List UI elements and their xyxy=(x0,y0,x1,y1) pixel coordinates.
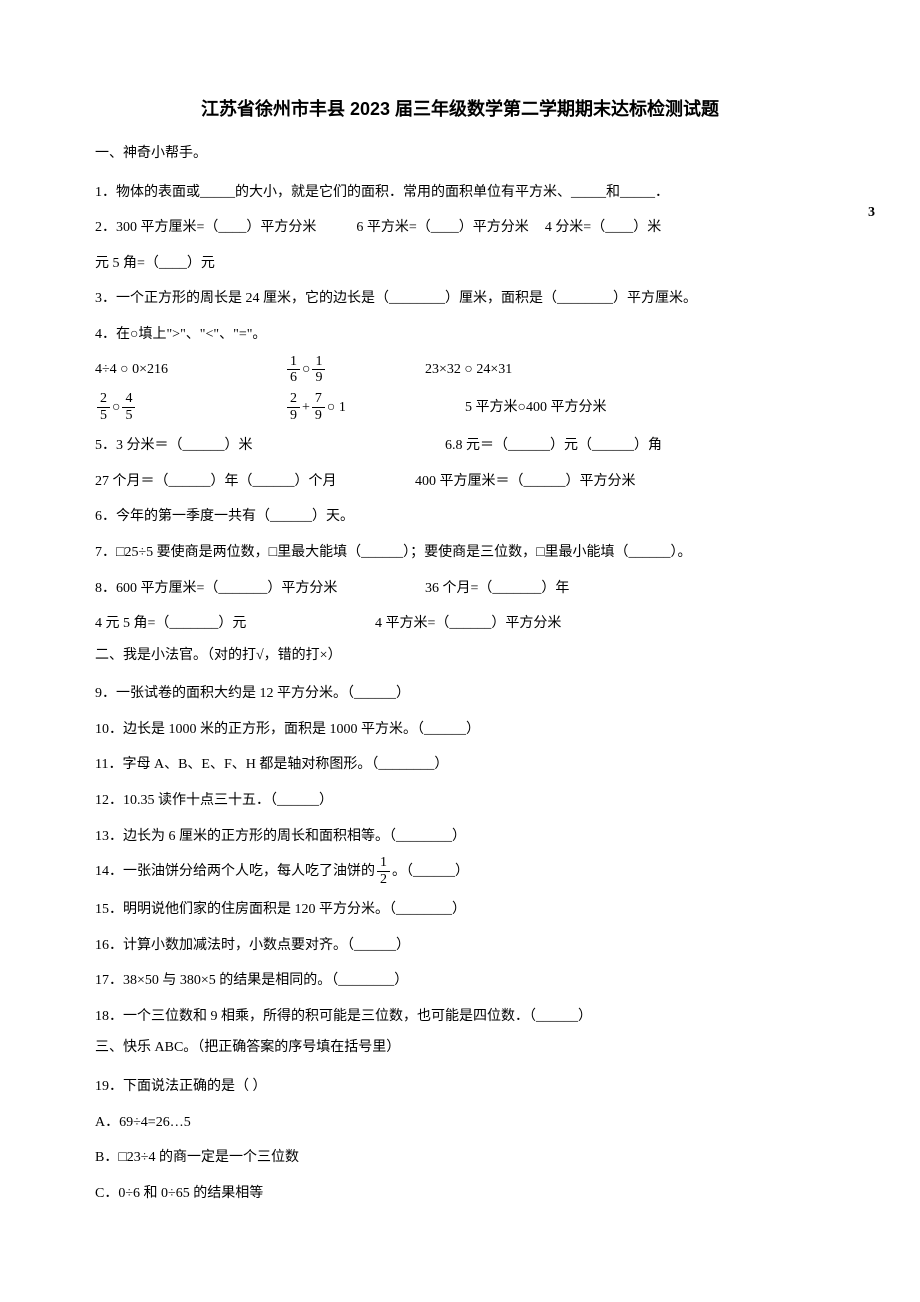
q14-end: 。（______） xyxy=(392,861,469,882)
q4-row1: 4÷4 ○ 0×216 16 ○ 19 23×32 ○ 24×31 xyxy=(95,354,825,386)
q19a: A．69÷4=26…5 xyxy=(95,1106,825,1140)
q2a: 2．300 平方厘米=（____）平方分米 xyxy=(95,211,316,245)
q5b: 6.8 元＝（______）元（______）角 xyxy=(445,429,662,463)
frac-4-5: 45 xyxy=(122,391,135,423)
q2d: 元 5 角=（____）元 xyxy=(95,247,825,281)
frac-1-2: 12 xyxy=(377,855,390,887)
q13: 13．边长为 6 厘米的正方形的周长和面积相等。（________） xyxy=(95,820,825,854)
q5-line1: 5．3 分米＝（______）米 6.8 元＝（______）元（______）… xyxy=(95,429,825,463)
page-title: 江苏省徐州市丰县 2023 届三年级数学第二学期期末达标检测试题 xyxy=(95,95,825,121)
q8a: 8．600 平方厘米=（_______）平方分米 xyxy=(95,572,425,606)
q4-r2b: 29 + 79 ○ 1 xyxy=(285,391,465,423)
q4-r1c: 23×32 ○ 24×31 xyxy=(425,359,512,380)
q19b: B．□23÷4 的商一定是一个三位数 xyxy=(95,1141,825,1175)
q4-r1b: 16 ○ 19 xyxy=(285,354,425,386)
q5d: 400 平方厘米＝（______）平方分米 xyxy=(415,465,636,499)
q4-r2a: 25 ○ 45 xyxy=(95,391,285,423)
q4-r2c: 5 平方米○400 平方分米 xyxy=(465,397,606,418)
q4-header: 4．在○填上">"、"<"、"="。 xyxy=(95,318,825,352)
q16: 16．计算小数加减法时，小数点要对齐。（______） xyxy=(95,929,825,963)
q2b: 6 平方米=（____）平方分米 xyxy=(356,211,528,245)
q4-row2: 25 ○ 45 29 + 79 ○ 1 5 平方米○400 平方分米 xyxy=(95,391,825,423)
section1-header: 一、神奇小帮手。 xyxy=(95,141,825,168)
q9: 9．一张试卷的面积大约是 12 平方分米。（______） xyxy=(95,677,825,711)
q15: 15．明明说他们家的住房面积是 120 平方分米。（________） xyxy=(95,893,825,927)
section3-header: 三、快乐 ABC。（把正确答案的序号填在括号里） xyxy=(95,1035,825,1062)
q5a: 5．3 分米＝（______）米 xyxy=(95,429,445,463)
q4-r2b-end: ○ 1 xyxy=(327,397,346,418)
q19: 19．下面说法正确的是（ ） xyxy=(95,1070,825,1104)
q3: 3．一个正方形的周长是 24 厘米，它的边长是（________）厘米，面积是（… xyxy=(95,282,825,316)
q8b: 36 个月=（_______）年 xyxy=(425,572,569,606)
q10: 10．边长是 1000 米的正方形，面积是 1000 平方米。（______） xyxy=(95,713,825,747)
q1: 1．物体的表面或_____的大小，就是它们的面积．常用的面积单位有平方米、___… xyxy=(95,176,825,210)
q5c: 27 个月＝（______）年（______）个月 xyxy=(95,465,415,499)
frac-1-6: 16 xyxy=(287,354,300,386)
q8-line2: 4 元 5 角=（_______）元 4 平方米=（______）平方分米 xyxy=(95,607,825,641)
q4-r1b-mid: ○ xyxy=(302,359,310,380)
q6: 6．今年的第一季度一共有（______）天。 xyxy=(95,500,825,534)
q18: 18．一个三位数和 9 相乘，所得的积可能是三位数，也可能是四位数．（_____… xyxy=(95,1000,825,1034)
frac-2-9: 29 xyxy=(287,391,300,423)
q11: 11．字母 A、B、E、F、H 都是轴对称图形。（________） xyxy=(95,748,825,782)
frac-1-9: 19 xyxy=(312,354,325,386)
page-marker: 3 xyxy=(868,205,875,221)
q14-pre: 14．一张油饼分给两个人吃，每人吃了油饼的 xyxy=(95,861,375,882)
section2-header: 二、我是小法官。（对的打√，错的打×） xyxy=(95,643,825,670)
q8-line1: 8．600 平方厘米=（_______）平方分米 36 个月=（_______）… xyxy=(95,572,825,606)
q2c: 4 分米=（____）米 xyxy=(545,211,661,245)
q8d: 4 平方米=（______）平方分米 xyxy=(375,607,561,641)
q4-r2a-mid: ○ xyxy=(112,397,120,418)
q2-line1: 2．300 平方厘米=（____）平方分米 6 平方米=（____）平方分米 4… xyxy=(95,211,825,245)
q5-line2: 27 个月＝（______）年（______）个月 400 平方厘米＝（____… xyxy=(95,465,825,499)
q4-r1a: 4÷4 ○ 0×216 xyxy=(95,359,285,380)
q7: 7．□25÷5 要使商是两位数，□里最大能填（______）；要使商是三位数，□… xyxy=(95,536,825,570)
q4-r2b-plus: + xyxy=(302,397,310,418)
q8c: 4 元 5 角=（_______）元 xyxy=(95,607,375,641)
q14: 14．一张油饼分给两个人吃，每人吃了油饼的 12 。（______） xyxy=(95,855,825,887)
frac-2-5: 25 xyxy=(97,391,110,423)
q17: 17．38×50 与 380×5 的结果是相同的。（________） xyxy=(95,964,825,998)
q19c: C．0÷6 和 0÷65 的结果相等 xyxy=(95,1177,825,1211)
q12: 12．10.35 读作十点三十五．（______） xyxy=(95,784,825,818)
frac-7-9: 79 xyxy=(312,391,325,423)
